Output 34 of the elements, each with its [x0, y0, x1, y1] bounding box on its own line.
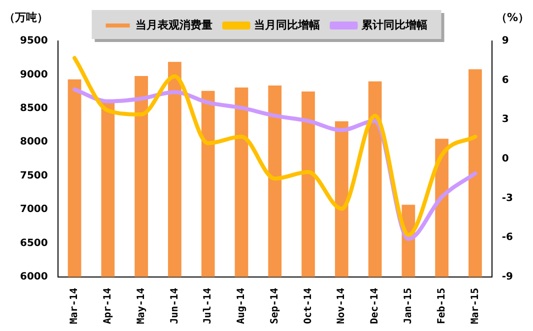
y-tick-label: 8000 [20, 136, 48, 148]
y2-tick-label: -6 [502, 232, 514, 244]
x-tick-label: Oct-14 [302, 288, 314, 324]
x-tick-label: Sep-14 [269, 288, 280, 324]
y2-tick-label: 9 [502, 36, 509, 47]
x-tick-label: Nov-14 [336, 288, 348, 324]
y2-tick-label: 6 [502, 74, 509, 86]
x-tick-label: May-14 [136, 288, 147, 324]
y2-tick-label: -9 [502, 271, 514, 282]
y-tick-label: 9000 [20, 69, 48, 80]
x-tick-label: Mar-15 [470, 288, 481, 324]
y-tick-label: 8500 [20, 102, 48, 114]
y-tick-label: 6500 [20, 238, 48, 249]
x-tick-label: Jul-14 [202, 288, 214, 324]
x-tick-label: Feb-15 [436, 288, 448, 324]
x-tick-label: Mar-14 [69, 288, 80, 324]
y-axis-title: （万吨） [4, 10, 48, 25]
y2-tick-label: 0 [502, 154, 509, 165]
legend-label: 累计同比增幅 [360, 18, 428, 32]
x-tick-label: Jun-14 [169, 288, 180, 324]
x-tick-label: Apr-14 [102, 288, 114, 324]
x-tick-label: Aug-14 [236, 288, 248, 324]
legend-label: 当月同比增幅 [254, 18, 320, 32]
y2-tick-label: -3 [502, 192, 514, 204]
line-series [72, 56, 478, 237]
y2-axis-title: （%） [496, 10, 529, 25]
x-tick-label: Dec-14 [370, 288, 381, 324]
legend-label: 当月表观消费量 [135, 18, 212, 32]
y-tick-label: 7000 [20, 204, 48, 216]
y-tick-label: 9500 [20, 36, 48, 47]
x-tick-label: Jan-15 [403, 288, 414, 324]
y2-tick-label: 3 [502, 114, 509, 126]
y-tick-label: 6000 [20, 271, 48, 282]
y-tick-label: 7500 [20, 170, 48, 182]
